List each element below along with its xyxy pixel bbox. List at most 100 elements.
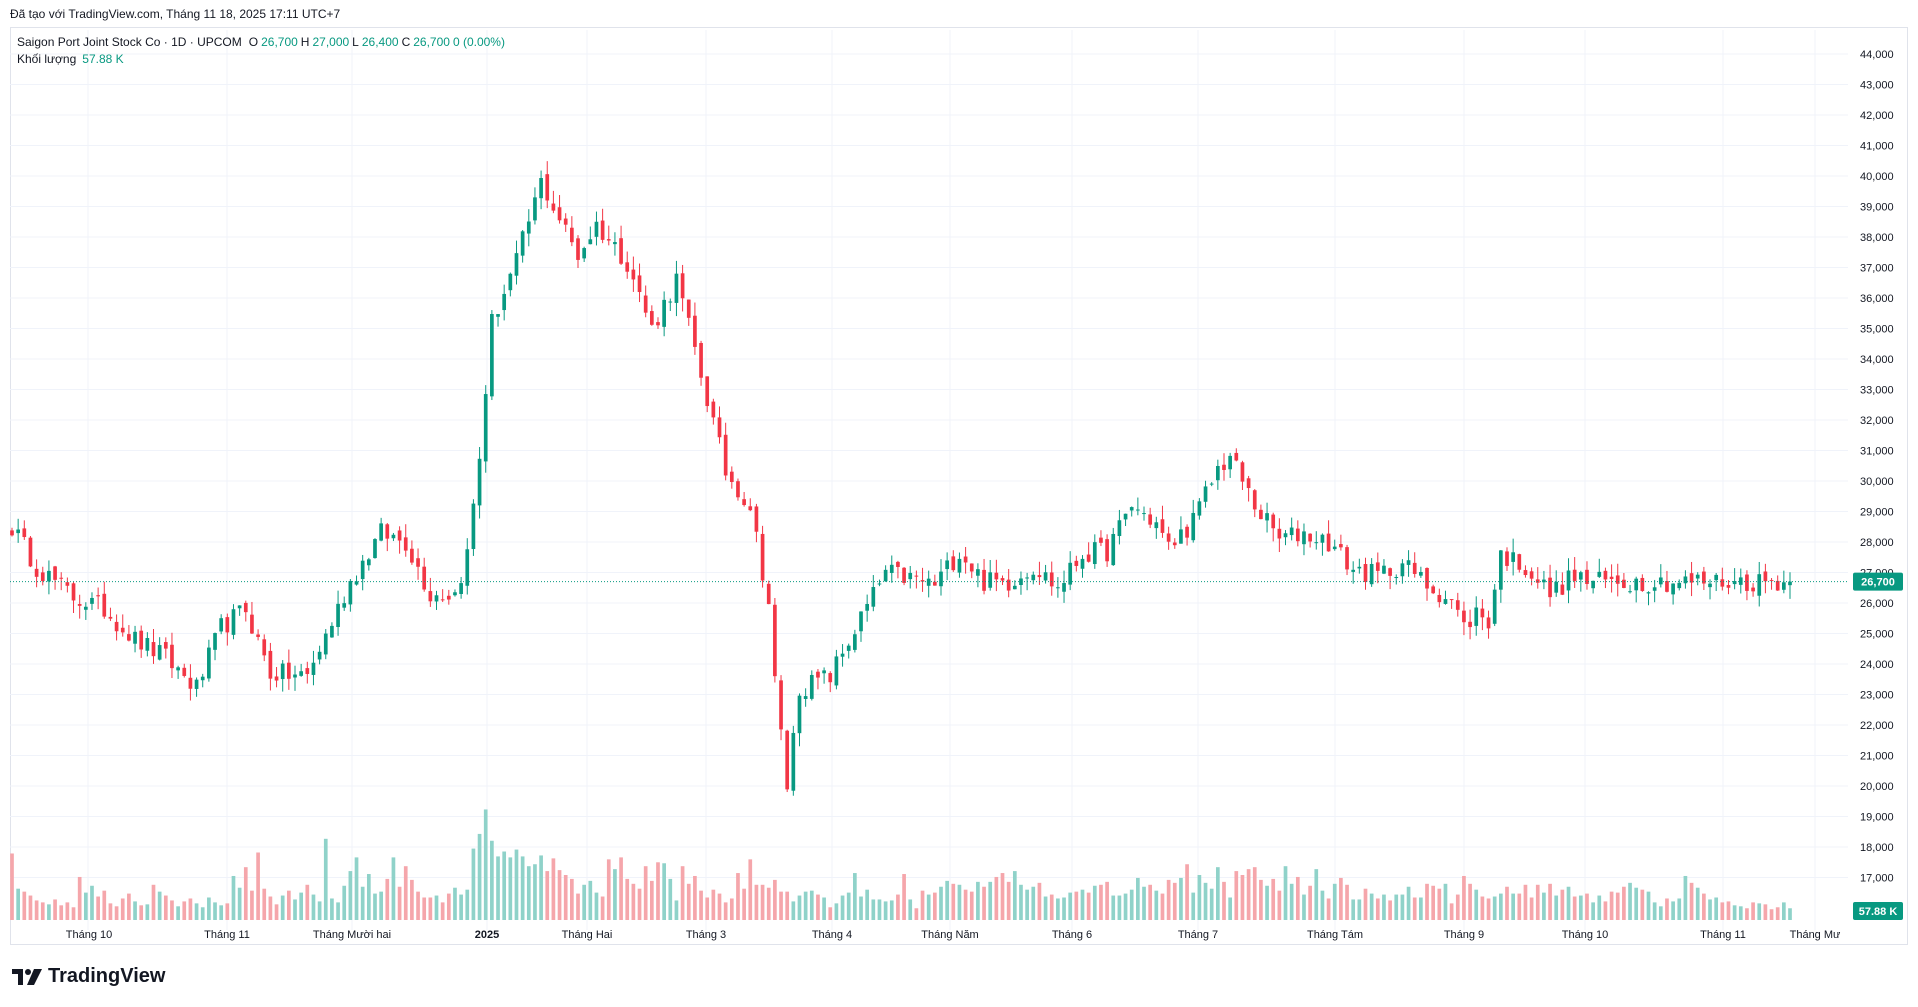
candle [1714, 572, 1719, 592]
candle [1511, 538, 1515, 576]
volume-bar [1252, 867, 1257, 920]
volume-bar [262, 888, 267, 920]
candle [1308, 533, 1312, 548]
volume-bar [1382, 894, 1386, 920]
volume-bar [1492, 896, 1497, 920]
candle [840, 644, 845, 667]
volume-bar [570, 878, 574, 920]
volume-bar [1763, 904, 1768, 920]
price-tick-label: 24,000 [1860, 659, 1894, 671]
candle [1412, 552, 1417, 578]
candle [736, 478, 740, 501]
time-tick-label: Tháng Mười hai [313, 929, 391, 941]
price-tick-label: 30,000 [1860, 476, 1894, 488]
volume-bar [1474, 889, 1479, 920]
price-tick-label: 19,000 [1860, 812, 1894, 824]
candle [317, 645, 322, 665]
candle [520, 230, 525, 263]
candle [705, 376, 710, 413]
volume-bar [1658, 906, 1663, 920]
candle [988, 559, 993, 591]
volume-bar [662, 863, 666, 920]
candle [932, 574, 937, 586]
price-tick-label: 36,000 [1860, 293, 1894, 305]
time-tick-label: Tháng Hai [562, 929, 613, 941]
volume-bar [1412, 897, 1417, 920]
volume-bar [1123, 893, 1128, 920]
volume-bar [582, 884, 587, 920]
volume-bar [1228, 897, 1232, 920]
volume-bar [1197, 875, 1202, 920]
candle [1406, 550, 1411, 577]
volume-bar [1086, 892, 1091, 920]
candle [606, 225, 611, 246]
candle [77, 594, 82, 619]
price-tick-label: 39,000 [1860, 202, 1894, 214]
volume-bar [237, 887, 242, 920]
candle [1455, 592, 1460, 617]
candle [1222, 453, 1226, 481]
volume-bar [1068, 892, 1073, 920]
candle [1277, 518, 1282, 553]
candle [1431, 584, 1436, 595]
volume-bar [379, 891, 383, 920]
chart-frame [10, 27, 1908, 945]
volume-bar [293, 899, 297, 920]
candle [1757, 561, 1762, 607]
volume-bar [588, 880, 593, 920]
volume-bar [699, 890, 703, 920]
candle [853, 629, 857, 653]
legend-open-label: O [248, 35, 259, 49]
candle [1437, 588, 1442, 608]
volume-bar [1462, 875, 1466, 920]
candle [133, 625, 137, 653]
candle [1271, 512, 1276, 542]
candle [533, 187, 537, 225]
candle [1099, 530, 1103, 547]
volume-bar [483, 809, 488, 920]
price-tick-label: 44,000 [1860, 49, 1894, 61]
volume-bar [779, 891, 783, 920]
candle [957, 552, 962, 578]
volume-bar [1628, 882, 1632, 920]
candle [982, 558, 986, 595]
tradingview-logo[interactable]: TradingView [12, 965, 165, 988]
candle [1172, 538, 1177, 549]
volume-bar [951, 883, 956, 920]
candle [1480, 599, 1485, 631]
candle [471, 499, 476, 556]
volume-bar [1406, 886, 1411, 920]
candle [428, 577, 433, 607]
volume-bar [200, 907, 205, 920]
price-tick-label: 26,000 [1860, 598, 1894, 610]
volume-bar [686, 883, 691, 920]
volume-bar [28, 895, 33, 920]
candle [16, 518, 20, 543]
candle [976, 563, 980, 588]
candle [83, 602, 88, 620]
candle [403, 524, 408, 557]
volume-bar [133, 901, 137, 920]
volume-bar [822, 897, 826, 920]
candle [1738, 568, 1743, 594]
price-tick-label: 25,000 [1860, 629, 1894, 641]
candle [1363, 557, 1368, 590]
legend-high-label: H [300, 35, 310, 49]
volume-bar [465, 889, 470, 920]
volume-bar [1265, 885, 1269, 920]
volume-bar [1234, 871, 1239, 920]
volume-bar [348, 871, 353, 920]
volume-bar [1339, 877, 1343, 920]
volume-bar [1203, 882, 1208, 920]
candle [1597, 558, 1602, 578]
candle [668, 298, 673, 312]
volume-bar [1585, 893, 1589, 920]
volume-bar [1271, 878, 1276, 920]
volume-bar [939, 886, 943, 920]
candle [1548, 564, 1552, 607]
volume-bar [1222, 881, 1226, 920]
volume-bar [508, 857, 513, 920]
candle [28, 536, 33, 568]
volume-bar [1000, 873, 1005, 920]
